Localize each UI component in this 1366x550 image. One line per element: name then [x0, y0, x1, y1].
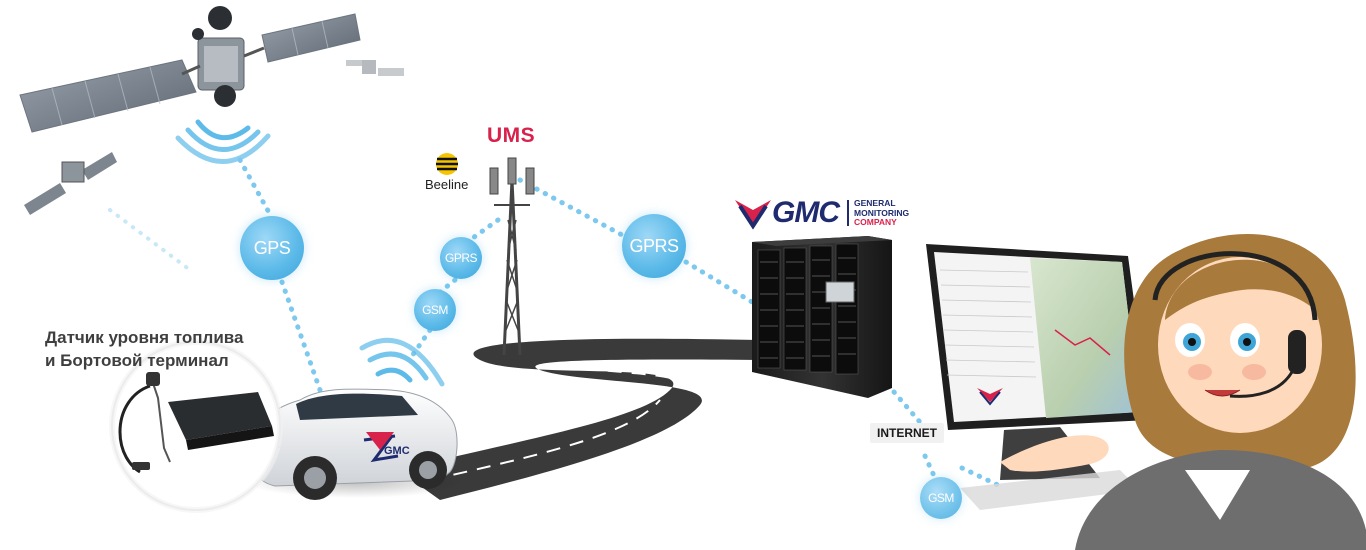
- gmc-logo-text: GMC: [772, 196, 840, 229]
- gps-bubble: GPS: [240, 216, 304, 280]
- gprs-small-bubble: GPRS: [440, 237, 482, 279]
- gsm-bottom-bubble: GSM: [920, 477, 962, 519]
- gprs-bubble-label: GPRS: [629, 235, 679, 256]
- faded-link: [108, 208, 192, 272]
- gps-bubble-label: GPS: [253, 237, 291, 258]
- server-rack: [752, 236, 892, 398]
- gprs-small-bubble-label: GPRS: [444, 251, 478, 265]
- satellite-small-left: [24, 152, 117, 215]
- gmc-company-line2: MONITORING: [854, 207, 910, 218]
- satellite-small-right: [346, 60, 404, 76]
- ums-logo: UMS: [487, 124, 536, 147]
- gmc-company-line3: COMPANY: [854, 217, 897, 227]
- gmc-logo-divider: [847, 200, 849, 226]
- satellite-main: [19, 6, 361, 133]
- monitored-car-illustration: [249, 388, 458, 500]
- gprs-bubble: GPRS: [622, 214, 686, 278]
- gmc-chevron-icon: [735, 200, 771, 230]
- road: [398, 338, 760, 500]
- dotted-links: [237, 157, 1003, 489]
- monitor: [926, 244, 1150, 510]
- satellite-signal-icon: [175, 119, 271, 164]
- beeline-logo: Beeline: [425, 177, 469, 192]
- fuel-sensor-terminal-illustration: [109, 339, 283, 513]
- beeline-logo-icon: [436, 153, 458, 175]
- internet-label: INTERNET: [870, 423, 944, 443]
- monitor-gmc-mark-icon: [977, 388, 1003, 406]
- gsm-small-bubble-label: GSM: [422, 303, 448, 317]
- gmc-logo: GMC GENERAL MONITORING COMPANY: [734, 196, 924, 232]
- fuel-sensor-title: Датчик уровня топлива и Бортовой термина…: [45, 328, 244, 370]
- gmc-company-name: GENERAL MONITORING COMPANY: [854, 198, 910, 228]
- gsm-bottom-bubble-label: GSM: [928, 491, 954, 505]
- car-signal-icon: [359, 337, 445, 387]
- cell-tower-icon: [489, 157, 535, 356]
- gmc-company-line1: GENERAL: [854, 198, 896, 208]
- gsm-small-bubble: GSM: [414, 289, 456, 331]
- operator-woman-illustration: [1000, 234, 1366, 550]
- car-gmc-decal: GMC: [384, 445, 410, 457]
